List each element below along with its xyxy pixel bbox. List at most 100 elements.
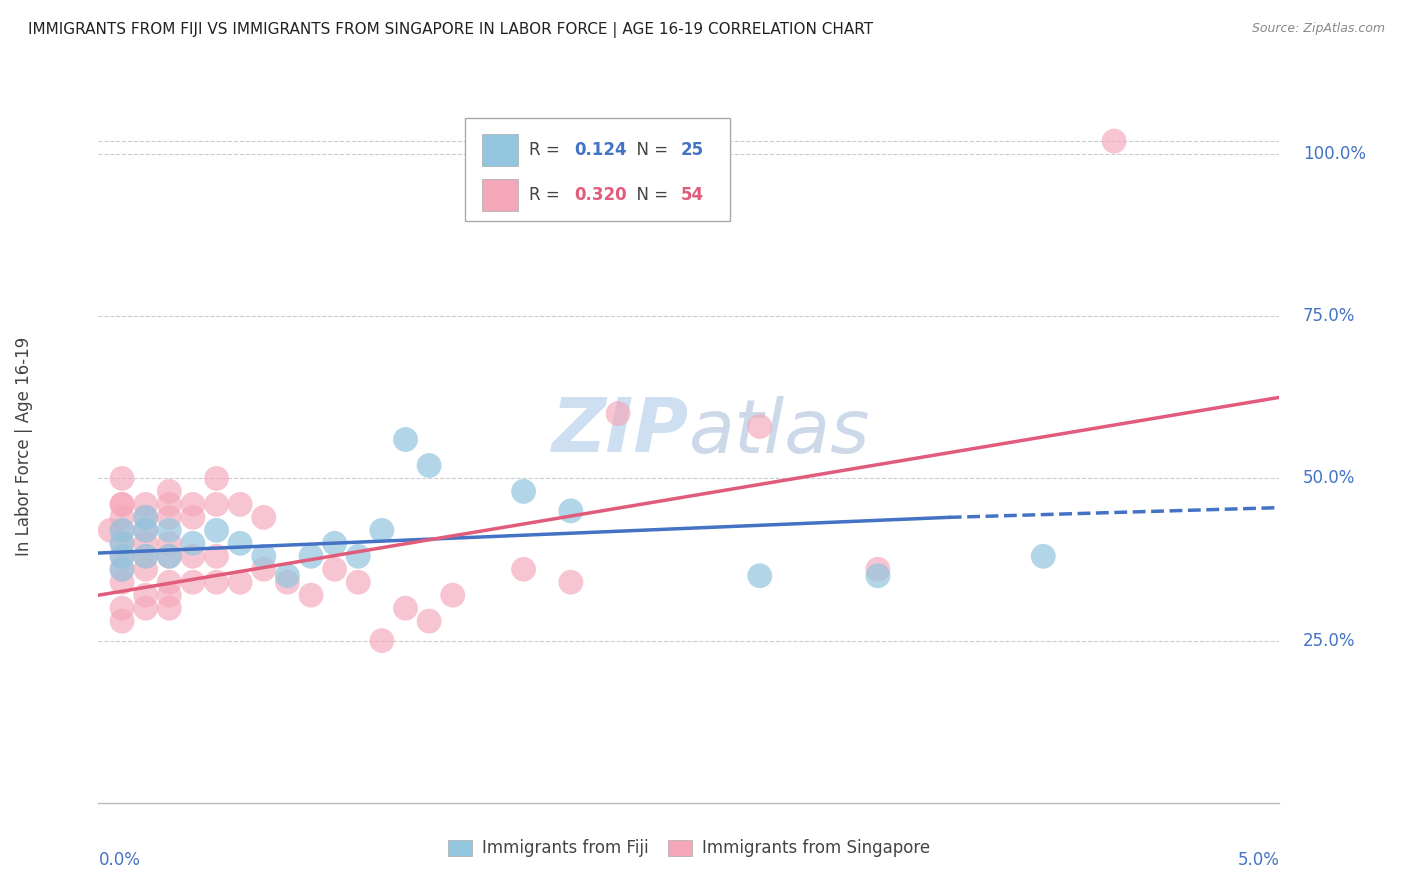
Text: N =: N =: [626, 186, 673, 203]
Point: [111, 471, 134, 485]
Point: [253, 549, 276, 564]
Point: [512, 484, 534, 499]
Point: [157, 575, 180, 590]
Point: [229, 536, 252, 550]
Point: [299, 549, 322, 564]
Text: R =: R =: [530, 186, 565, 203]
Point: [205, 549, 228, 564]
Text: 25: 25: [681, 141, 704, 159]
Point: [229, 575, 252, 590]
Point: [135, 497, 157, 511]
Point: [394, 433, 416, 447]
Text: 0.320: 0.320: [575, 186, 627, 203]
FancyBboxPatch shape: [482, 178, 517, 211]
Point: [135, 536, 157, 550]
Point: [394, 601, 416, 615]
Legend: Immigrants from Fiji, Immigrants from Singapore: Immigrants from Fiji, Immigrants from Si…: [440, 831, 938, 866]
Text: 54: 54: [681, 186, 704, 203]
Text: IMMIGRANTS FROM FIJI VS IMMIGRANTS FROM SINGAPORE IN LABOR FORCE | AGE 16-19 COR: IMMIGRANTS FROM FIJI VS IMMIGRANTS FROM …: [28, 22, 873, 38]
Text: 5.0%: 5.0%: [1237, 852, 1279, 870]
Point: [135, 588, 157, 602]
Point: [181, 575, 204, 590]
Point: [111, 497, 134, 511]
Point: [111, 536, 134, 550]
Point: [1032, 549, 1054, 564]
Point: [441, 588, 464, 602]
Point: [135, 549, 157, 564]
Text: 75.0%: 75.0%: [1303, 307, 1355, 326]
Point: [111, 536, 134, 550]
Point: [135, 601, 157, 615]
Text: In Labor Force | Age 16-19: In Labor Force | Age 16-19: [15, 336, 34, 556]
Point: [866, 562, 889, 576]
Point: [205, 497, 228, 511]
Point: [181, 510, 204, 524]
Point: [111, 601, 134, 615]
FancyBboxPatch shape: [464, 118, 730, 221]
Point: [157, 549, 180, 564]
Point: [111, 510, 134, 524]
Text: R =: R =: [530, 141, 565, 159]
Point: [253, 510, 276, 524]
Point: [135, 562, 157, 576]
Point: [157, 510, 180, 524]
Point: [181, 497, 204, 511]
Point: [111, 497, 134, 511]
Point: [371, 524, 394, 538]
Point: [157, 601, 180, 615]
Point: [111, 562, 134, 576]
Point: [111, 562, 134, 576]
Point: [323, 562, 346, 576]
Text: 50.0%: 50.0%: [1303, 469, 1355, 487]
Point: [111, 549, 134, 564]
Text: 100.0%: 100.0%: [1303, 145, 1367, 163]
Point: [253, 562, 276, 576]
Point: [748, 568, 770, 582]
Point: [181, 536, 204, 550]
Point: [418, 614, 440, 628]
Point: [347, 575, 370, 590]
Point: [866, 568, 889, 582]
Point: [157, 588, 180, 602]
Point: [157, 497, 180, 511]
Point: [1102, 134, 1125, 148]
Point: [347, 549, 370, 564]
Point: [157, 549, 180, 564]
Point: [323, 536, 346, 550]
Point: [157, 536, 180, 550]
Point: [205, 575, 228, 590]
Text: ZIP: ZIP: [551, 395, 689, 468]
Point: [135, 510, 157, 524]
Point: [111, 614, 134, 628]
Point: [111, 549, 134, 564]
Point: [276, 575, 298, 590]
Text: Source: ZipAtlas.com: Source: ZipAtlas.com: [1251, 22, 1385, 36]
Point: [299, 588, 322, 602]
Point: [371, 633, 394, 648]
Point: [512, 562, 534, 576]
Point: [135, 549, 157, 564]
FancyBboxPatch shape: [482, 134, 517, 166]
Text: atlas: atlas: [689, 396, 870, 467]
Point: [135, 524, 157, 538]
Point: [111, 575, 134, 590]
Point: [157, 524, 180, 538]
Point: [181, 549, 204, 564]
Point: [748, 419, 770, 434]
Point: [111, 524, 134, 538]
Point: [205, 471, 228, 485]
Text: 0.124: 0.124: [575, 141, 627, 159]
Point: [135, 524, 157, 538]
Point: [229, 497, 252, 511]
Point: [135, 510, 157, 524]
Point: [560, 504, 582, 518]
Point: [560, 575, 582, 590]
Point: [276, 568, 298, 582]
Text: N =: N =: [626, 141, 673, 159]
Point: [98, 524, 121, 538]
Point: [111, 524, 134, 538]
Text: 0.0%: 0.0%: [98, 852, 141, 870]
Point: [205, 524, 228, 538]
Point: [157, 484, 180, 499]
Point: [418, 458, 440, 473]
